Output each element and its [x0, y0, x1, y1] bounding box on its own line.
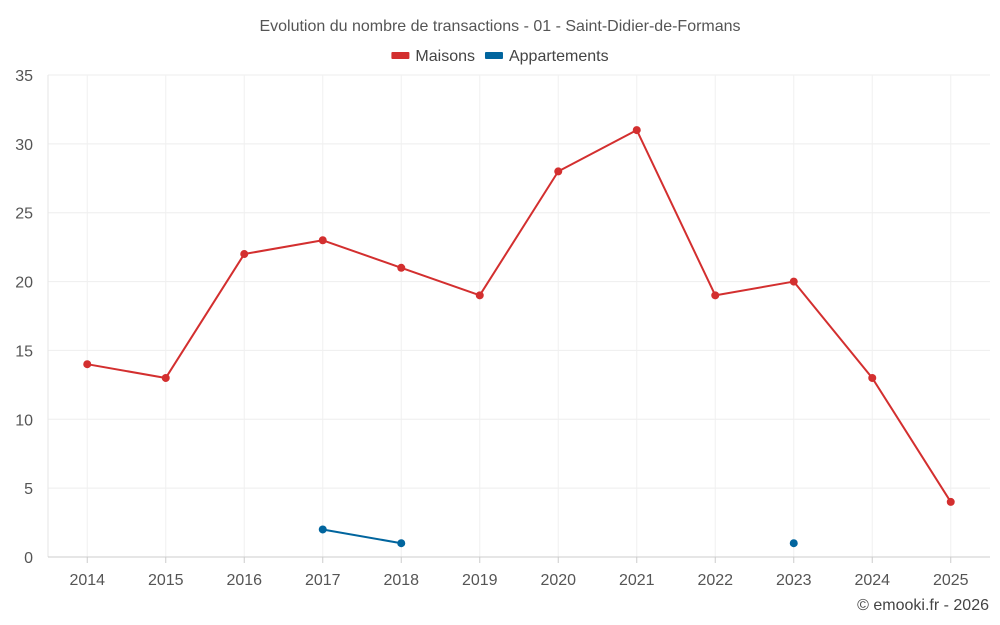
- x-tick-label: 2023: [776, 572, 812, 589]
- y-tick-label: 20: [15, 275, 33, 292]
- x-tick-label: 2018: [383, 572, 419, 589]
- data-point[interactable]: [83, 360, 92, 369]
- data-point[interactable]: [240, 250, 249, 259]
- y-tick-label: 0: [24, 550, 33, 567]
- data-point[interactable]: [946, 497, 955, 506]
- y-tick-label: 35: [15, 68, 33, 85]
- data-point[interactable]: [711, 291, 720, 300]
- series-line: [322, 528, 402, 545]
- data-point[interactable]: [397, 539, 406, 548]
- x-tick-label: 2021: [619, 572, 655, 589]
- y-axis: 0 5 10 15 20 25 30 35: [15, 68, 49, 567]
- legend-label: Appartements: [509, 48, 609, 65]
- series-appartements: [318, 525, 798, 548]
- legend: Maisons Appartements: [391, 48, 609, 65]
- series-maisons: [83, 126, 955, 506]
- x-tick-label: 2014: [69, 572, 105, 589]
- legend-swatch: [484, 52, 503, 59]
- data-point[interactable]: [868, 373, 877, 382]
- y-tick-label: 10: [15, 412, 33, 429]
- series-layer: [83, 126, 955, 548]
- x-tick-label: 2015: [148, 572, 184, 589]
- data-point[interactable]: [475, 291, 484, 300]
- data-point[interactable]: [318, 525, 327, 534]
- legend-swatch: [391, 52, 410, 59]
- grid: [48, 74, 990, 558]
- data-point[interactable]: [397, 263, 406, 272]
- x-tick-label: 2022: [697, 572, 733, 589]
- x-tick-label: 2016: [226, 572, 262, 589]
- legend-item-appartements[interactable]: Appartements: [484, 48, 609, 65]
- x-axis: 2014 2015 2016 2017 2018 2019 2020 2021 2022 2023…: [48, 556, 990, 589]
- x-tick-label: 2020: [540, 572, 576, 589]
- x-tick-label: 2025: [933, 572, 969, 589]
- chart-title: Evolution du nombre de transactions - 01…: [259, 18, 740, 35]
- data-point[interactable]: [789, 277, 798, 286]
- data-point[interactable]: [161, 373, 170, 382]
- credit-text: © emooki.fr - 2026: [857, 597, 989, 614]
- data-point[interactable]: [554, 167, 563, 176]
- legend-item-maisons[interactable]: Maisons: [391, 48, 475, 65]
- data-point[interactable]: [318, 236, 327, 245]
- y-tick-label: 30: [15, 137, 33, 154]
- data-point[interactable]: [632, 126, 641, 135]
- x-tick-label: 2024: [854, 572, 890, 589]
- x-tick-label: 2017: [305, 572, 341, 589]
- y-tick-label: 5: [24, 481, 33, 498]
- x-tick-label: 2019: [462, 572, 498, 589]
- y-tick-label: 15: [15, 343, 33, 360]
- series-line: [87, 129, 952, 503]
- legend-label: Maisons: [415, 48, 475, 65]
- data-point[interactable]: [789, 539, 798, 548]
- y-tick-label: 25: [15, 206, 33, 223]
